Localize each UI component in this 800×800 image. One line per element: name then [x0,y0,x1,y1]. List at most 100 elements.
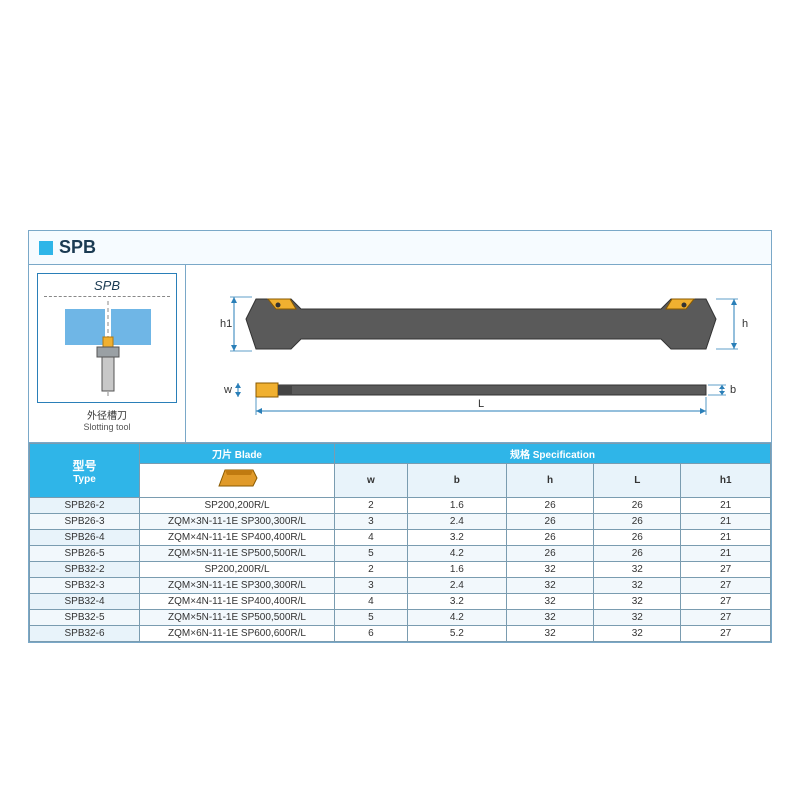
cell-l: 26 [594,498,681,514]
table-row: SPB32-6 ZQM×6N-11-1E SP600,600R/L 6 5.2 … [30,626,771,642]
cell-h1: 27 [681,578,771,594]
diagram-box-title: SPB [44,278,170,297]
cell-type: SPB32-4 [30,594,140,610]
diagram-caption-cn: 外径槽刀 [87,411,127,422]
cell-l: 26 [594,546,681,562]
spec-table: 型号 Type 刀片 Blade 规格 Specification w b h … [29,443,771,642]
slotting-tool-icon [47,301,167,396]
spec-table-body: SPB26-2 SP200,200R/L 2 1.6 26 26 21 SPB2… [30,498,771,642]
cell-l: 32 [594,594,681,610]
table-row: SPB26-5 ZQM×5N-11-1E SP500,500R/L 5 4.2 … [30,546,771,562]
dim-h-label: h [742,318,748,330]
cell-h1: 27 [681,562,771,578]
cell-h: 32 [506,578,593,594]
cell-l: 26 [594,514,681,530]
cell-h: 26 [506,546,593,562]
cell-blade: SP200,200R/L [140,562,335,578]
cell-h1: 21 [681,546,771,562]
cell-b: 3.2 [407,530,506,546]
cell-blade: ZQM×3N-11-1E SP300,300R/L [140,514,335,530]
cell-w: 4 [335,530,408,546]
cell-type: SPB32-5 [30,610,140,626]
table-row: SPB32-3 ZQM×3N-11-1E SP300,300R/L 3 2.4 … [30,578,771,594]
cell-b: 1.6 [407,498,506,514]
cell-w: 3 [335,578,408,594]
cell-type: SPB32-6 [30,626,140,642]
cell-type: SPB26-5 [30,546,140,562]
cell-b: 1.6 [407,562,506,578]
cell-blade: ZQM×5N-11-1E SP500,500R/L [140,610,335,626]
diagram-left-panel: SPB 外径槽刀 Slotting tool [29,265,186,442]
table-row: SPB32-5 ZQM×5N-11-1E SP500,500R/L 5 4.2 … [30,610,771,626]
col-h1: h1 [681,464,771,498]
title-row: SPB [29,231,771,265]
product-title: SPB [59,237,96,258]
col-l: L [594,464,681,498]
col-h: h [506,464,593,498]
cell-type: SPB26-3 [30,514,140,530]
cell-type: SPB26-4 [30,530,140,546]
cell-blade: ZQM×4N-11-1E SP400,400R/L [140,530,335,546]
diagram-right-panel: h1 h [186,265,786,442]
col-w: w [335,464,408,498]
cell-h1: 27 [681,610,771,626]
cell-blade: SP200,200R/L [140,498,335,514]
cell-w: 5 [335,610,408,626]
cell-blade: ZQM×5N-11-1E SP500,500R/L [140,546,335,562]
cell-blade: ZQM×4N-11-1E SP400,400R/L [140,594,335,610]
blade-image-cell [140,464,335,498]
cell-b: 5.2 [407,626,506,642]
header-type-cn: 型号 [34,457,135,474]
cell-b: 3.2 [407,594,506,610]
cell-h1: 21 [681,530,771,546]
table-row: SPB26-2 SP200,200R/L 2 1.6 26 26 21 [30,498,771,514]
cell-h: 32 [506,594,593,610]
dim-b-label: b [730,384,736,396]
cell-w: 2 [335,562,408,578]
cell-h1: 27 [681,594,771,610]
cell-b: 2.4 [407,578,506,594]
cell-w: 6 [335,626,408,642]
cell-blade: ZQM×3N-11-1E SP300,300R/L [140,578,335,594]
cell-l: 32 [594,578,681,594]
diagram-caption-en: Slotting tool [37,422,177,432]
cell-b: 2.4 [407,514,506,530]
dim-w-label: w [223,384,232,396]
diagram-caption: 外径槽刀 Slotting tool [37,407,177,432]
cell-h: 32 [506,562,593,578]
cell-w: 4 [335,594,408,610]
cell-type: SPB26-2 [30,498,140,514]
header-spec: 规格 Specification [335,444,771,464]
cell-l: 32 [594,626,681,642]
cell-h1: 21 [681,514,771,530]
cell-h: 26 [506,498,593,514]
cell-w: 2 [335,498,408,514]
table-row: SPB26-3 ZQM×3N-11-1E SP300,300R/L 3 2.4 … [30,514,771,530]
diagram-box: SPB [37,273,177,403]
cell-type: SPB32-3 [30,578,140,594]
header-blade: 刀片 Blade [140,444,335,464]
cell-b: 4.2 [407,546,506,562]
blade-profile-diagram: h1 h [206,279,766,429]
diagram-row: SPB 外径槽刀 Slotting tool [29,265,771,443]
table-row: SPB32-4 ZQM×4N-11-1E SP400,400R/L 4 3.2 … [30,594,771,610]
cell-h: 32 [506,610,593,626]
cell-h1: 21 [681,498,771,514]
table-row: SPB32-2 SP200,200R/L 2 1.6 32 32 27 [30,562,771,578]
table-row: SPB26-4 ZQM×4N-11-1E SP400,400R/L 4 3.2 … [30,530,771,546]
cell-w: 5 [335,546,408,562]
title-marker-icon [39,241,53,255]
cell-l: 32 [594,562,681,578]
dim-l-label: L [478,398,484,410]
cell-b: 4.2 [407,610,506,626]
blade-insert-icon [213,466,261,492]
cell-h: 26 [506,530,593,546]
dim-h1-label: h1 [220,318,232,330]
cell-h1: 27 [681,626,771,642]
col-b: b [407,464,506,498]
header-type-en: Type [34,474,135,485]
cell-type: SPB32-2 [30,562,140,578]
spec-sheet: SPB SPB [28,230,772,643]
cell-h: 26 [506,514,593,530]
cell-blade: ZQM×6N-11-1E SP600,600R/L [140,626,335,642]
